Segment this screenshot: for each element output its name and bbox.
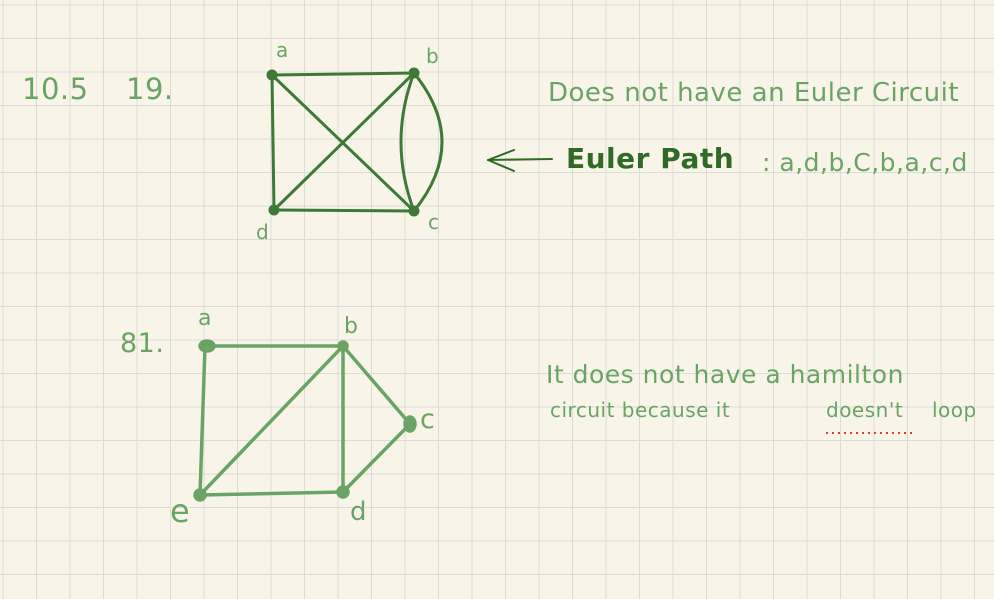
problem-19-number: 19. xyxy=(126,72,174,106)
vertex-label-19-d: d xyxy=(256,220,270,244)
vertex-19-a xyxy=(266,69,278,81)
vertex-81-a xyxy=(198,339,216,353)
left-arrow-icon xyxy=(487,149,553,172)
vertex-label-81-c: c xyxy=(420,404,436,435)
vertex-label-81-e: e xyxy=(170,492,191,530)
edge-a-b xyxy=(270,71,416,77)
edge-b-c xyxy=(341,344,412,426)
vertex-19-b xyxy=(408,67,420,79)
vertex-81-b xyxy=(337,340,349,352)
euler-circuit-statement: Does not have an Euler Circuit xyxy=(548,78,960,108)
vertex-19-c xyxy=(408,205,420,217)
vertex-81-e xyxy=(193,488,207,502)
vertex-label-19-b: b xyxy=(426,44,440,68)
hamilton-statement-line-2a: circuit because it xyxy=(550,398,731,422)
hamilton-statement-line-2c: loop xyxy=(932,398,977,422)
euler-path-sequence: : a,d,b,C,b,a,c,d xyxy=(762,148,968,177)
vertex-label-19-c: c xyxy=(428,210,440,234)
edge-a-d xyxy=(270,73,276,212)
vertex-label-81-b: b xyxy=(344,314,359,339)
edge-d-c xyxy=(272,208,416,213)
edge-c-d xyxy=(341,422,412,494)
edge-b-e xyxy=(198,344,345,497)
edge-e-d xyxy=(198,490,345,497)
vertex-19-d xyxy=(268,204,280,216)
graph-19 xyxy=(266,67,444,217)
problem-81-number: 81. xyxy=(120,328,165,359)
section-number: 10.5 xyxy=(22,72,89,106)
edge-a-e xyxy=(198,344,207,497)
vertex-label-19-a: a xyxy=(276,38,289,62)
hamilton-statement-line-1: It does not have a hamilton xyxy=(546,360,904,389)
edge-b-c-inner xyxy=(399,71,416,213)
edge-b-c-outer xyxy=(412,71,444,213)
vertex-81-c xyxy=(403,415,417,433)
graph-81 xyxy=(193,339,417,502)
euler-path-label: Euler Path xyxy=(566,142,735,175)
vertex-label-81-d: d xyxy=(350,497,368,527)
edge-b-d xyxy=(272,71,416,212)
vertex-label-81-a: a xyxy=(198,306,212,331)
vertex-81-d xyxy=(336,485,350,499)
hamilton-statement-line-2b: doesn't xyxy=(826,398,904,422)
